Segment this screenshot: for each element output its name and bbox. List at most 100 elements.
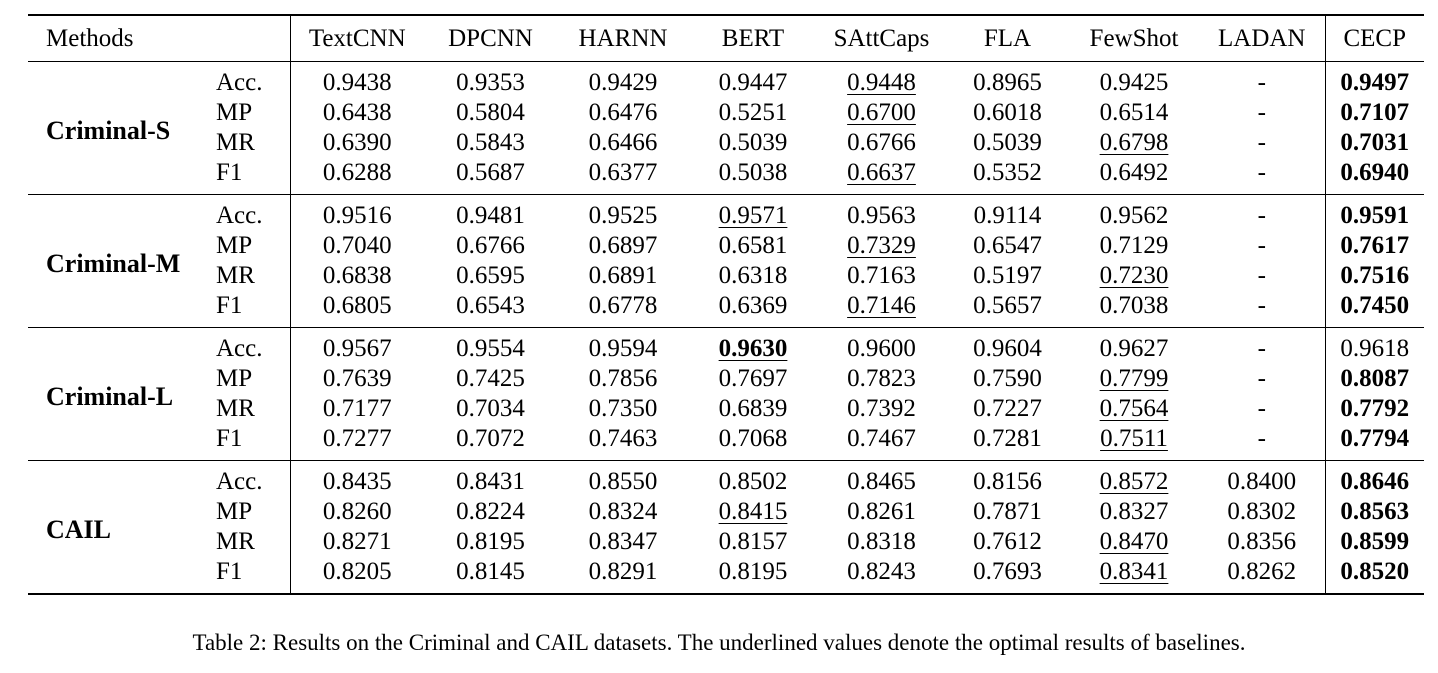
value-text: - — [1257, 232, 1266, 259]
value-text: 0.7792 — [1340, 395, 1410, 422]
value-text: 0.9594 — [588, 335, 658, 362]
value-text: 0.9429 — [588, 69, 658, 96]
value-cell: 0.7227 — [946, 394, 1069, 424]
value-text: 0.5352 — [973, 159, 1042, 186]
value-cell: 0.6543 — [424, 291, 557, 328]
value-cell: 0.9497 — [1324, 61, 1424, 98]
value-cell: 0.7467 — [817, 424, 946, 461]
value-text: 0.7277 — [322, 425, 392, 452]
value-cell: 0.9429 — [557, 62, 689, 99]
value-cell: - — [1199, 328, 1325, 365]
value-cell: 0.6595 — [424, 261, 557, 291]
value-cell: 0.6514 — [1069, 98, 1199, 128]
value-text: 0.7590 — [973, 365, 1042, 392]
metric-label: F1 — [216, 159, 243, 186]
value-cell: 0.5038 — [689, 158, 817, 195]
value-text: 0.7230 — [1099, 262, 1169, 289]
value-cell: - — [1199, 394, 1325, 424]
value-text: - — [1257, 425, 1266, 452]
value-text: 0.7693 — [973, 558, 1042, 585]
value-cell: 0.5687 — [424, 158, 557, 195]
table-row: Criminal-M Acc. 0.9516 0.9481 0.9525 0.9571 0.… — [28, 194, 1424, 278]
value-text: 0.8347 — [588, 528, 658, 555]
value-text: 0.8465 — [847, 468, 916, 495]
value-cell: 0.8243 — [817, 557, 946, 594]
value-cell: 0.9447 — [689, 62, 817, 99]
value-cell: 0.9438 — [289, 61, 424, 98]
value-cell: 0.6700 — [817, 98, 946, 128]
value-text: 0.7038 — [1099, 292, 1169, 319]
value-cell: 0.8599 — [1324, 527, 1424, 557]
value-cell: 0.8145 — [424, 557, 557, 594]
value-cell: 0.7450 — [1324, 291, 1424, 328]
value-cell: 0.9525 — [557, 195, 689, 232]
value-cell: 0.8341 — [1069, 557, 1199, 594]
value-cell: 0.7511 — [1069, 424, 1199, 461]
value-text: 0.5251 — [718, 99, 788, 126]
value-text: 0.7697 — [718, 365, 788, 392]
value-text: 0.9497 — [1340, 69, 1410, 96]
value-text: 0.8502 — [718, 468, 788, 495]
dataset-name: Criminal-M — [46, 249, 181, 278]
value-text: 0.8415 — [718, 498, 788, 525]
value-cell: 0.9448 — [817, 62, 946, 99]
value-text: 0.6288 — [322, 159, 392, 186]
results-table: Methods TextCNN DPCNN HARNN BERT SAttCaps FLA… — [28, 14, 1424, 595]
value-text: 0.8431 — [456, 468, 525, 495]
value-text: 0.7350 — [588, 395, 658, 422]
value-cell: 0.8563 — [1324, 497, 1424, 527]
table-row: MP 0.8260 0.8224 0.8324 0.8415 0.8261 0.7871 0.… — [28, 497, 1424, 527]
value-cell: 0.7040 — [289, 231, 424, 261]
metric-label: Acc. — [216, 468, 263, 495]
table-header-row: Methods TextCNN DPCNN HARNN BERT SAttCaps FLA… — [28, 14, 1424, 62]
value-text: 0.7794 — [1340, 425, 1410, 452]
value-text: 0.7823 — [847, 365, 916, 392]
dataset-group-criminal-m: Criminal-M Acc. 0.9516 0.9481 0.9525 0.9571 0.… — [28, 194, 1424, 328]
value-text: - — [1257, 202, 1266, 229]
metric-label: MP — [216, 365, 253, 392]
value-cell: 0.5804 — [424, 98, 557, 128]
value-text: 0.8435 — [322, 468, 392, 495]
value-text: - — [1257, 292, 1266, 319]
value-text: 0.8262 — [1227, 558, 1297, 585]
metric-label: Acc. — [216, 69, 263, 96]
column-header-bert: BERT — [689, 14, 817, 62]
value-cell: 0.8965 — [946, 62, 1069, 99]
value-cell: 0.6897 — [557, 231, 689, 261]
value-cell: 0.7617 — [1324, 231, 1424, 261]
value-cell: 0.6637 — [817, 158, 946, 195]
metric-label: F1 — [216, 292, 243, 319]
value-cell: 0.8520 — [1324, 557, 1424, 594]
value-text: 0.7564 — [1099, 395, 1169, 422]
value-text: 0.6377 — [588, 159, 658, 186]
value-cell: 0.6766 — [424, 231, 557, 261]
dataset-name: Criminal-L — [46, 382, 174, 411]
value-cell: 0.9563 — [817, 195, 946, 232]
value-cell: 0.6778 — [557, 291, 689, 328]
value-cell: 0.8261 — [817, 497, 946, 527]
dataset-group-criminal-l: Criminal-L Acc. 0.9567 0.9554 0.9594 0.9630 0.… — [28, 327, 1424, 461]
value-text: 0.6897 — [588, 232, 658, 259]
value-text: 0.8965 — [973, 69, 1042, 96]
value-cell: 0.5352 — [946, 158, 1069, 195]
value-text: 0.9447 — [718, 69, 788, 96]
value-text: 0.8599 — [1340, 528, 1410, 555]
table-row: F1 0.6805 0.6543 0.6778 0.6369 0.7146 0.5657 0.… — [28, 291, 1424, 328]
value-cell: 0.9571 — [689, 195, 817, 232]
value-text: 0.5843 — [456, 129, 525, 156]
results-table-container: Methods TextCNN DPCNN HARNN BERT SAttCaps FLA… — [28, 14, 1424, 595]
value-text: 0.8400 — [1227, 468, 1297, 495]
value-text: 0.8243 — [847, 558, 916, 585]
value-text: 0.5038 — [718, 159, 788, 186]
value-text: 0.9353 — [456, 69, 525, 96]
value-text: 0.6466 — [588, 129, 658, 156]
value-text: 0.6798 — [1099, 129, 1169, 156]
value-cell: 0.7107 — [1324, 98, 1424, 128]
value-cell: - — [1199, 424, 1325, 461]
value-cell: 0.7693 — [946, 557, 1069, 594]
metric-label: MP — [216, 498, 253, 525]
value-text: 0.8356 — [1227, 528, 1297, 555]
value-text: 0.6390 — [322, 129, 392, 156]
value-text: 0.9571 — [718, 202, 788, 229]
value-cell: 0.8435 — [289, 460, 424, 497]
